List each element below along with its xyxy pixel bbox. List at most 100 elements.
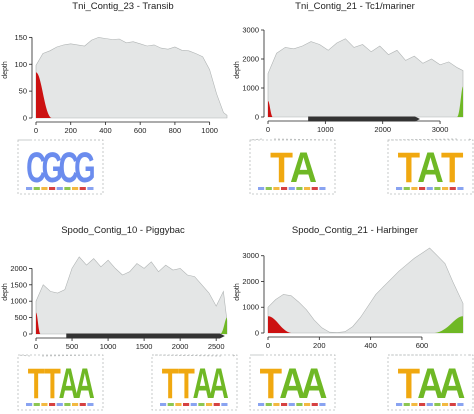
- x-tick-label: 1000: [201, 126, 218, 135]
- logo-minor-residues: [41, 403, 48, 406]
- logo-minor-residues: [167, 403, 174, 406]
- terminus-end-highlight: [220, 317, 227, 334]
- logo-frame: [249, 139, 336, 195]
- logo-minor-residues: [258, 187, 265, 190]
- zoom-guide-line: [387, 138, 458, 141]
- logo-minor-residues: [304, 403, 311, 406]
- logo-minor-residues: [434, 403, 441, 406]
- depth-area: [35, 37, 228, 119]
- logo-minor-residues: [56, 187, 63, 190]
- logo-letter: G: [74, 144, 95, 191]
- depth-area: [267, 38, 464, 118]
- y-axis-label: depth: [2, 61, 9, 79]
- y-tick-label: 1000: [242, 84, 259, 93]
- logo-frame: [17, 139, 104, 195]
- logo-minor-residues: [403, 403, 410, 406]
- logo-minor-residues: [183, 403, 190, 406]
- logo-minor-residues: [26, 187, 33, 190]
- logo-letter: A: [75, 360, 95, 407]
- logo-minor-residues: [403, 187, 410, 190]
- logo-minor-residues: [457, 403, 464, 406]
- panel-piggybac: Spodo_Contig_10 - Piggybac depth 0 500 100…: [2, 225, 238, 411]
- x-tick-label: 400: [364, 341, 377, 350]
- logo-minor-residues: [311, 403, 318, 406]
- depth-area: [35, 256, 228, 335]
- y-tick-label: 100: [14, 60, 27, 69]
- logo-frame: [17, 354, 104, 411]
- panel-title: Spodo_Contig_10 - Piggybac: [61, 225, 185, 236]
- orf-arrow-bar: [66, 333, 225, 339]
- logo-minor-residues: [411, 187, 418, 190]
- logo-minor-residues: [396, 187, 403, 190]
- x-tick-label: 1000: [317, 125, 334, 134]
- y-tick-label: 1000: [242, 303, 259, 312]
- logo-minor-residues: [288, 403, 295, 406]
- logo-minor-residues: [190, 403, 197, 406]
- logo-minor-residues: [273, 187, 280, 190]
- logo-letter: A: [417, 145, 444, 192]
- y-tick-label: 50: [19, 87, 27, 96]
- logo-letter: T: [398, 145, 420, 192]
- logo-letter: A: [439, 361, 466, 408]
- x-tick-label: 200: [64, 126, 77, 135]
- logo-letter: A: [290, 145, 317, 192]
- logo-letter: A: [59, 360, 79, 407]
- logo-minor-residues: [319, 403, 326, 406]
- y-axis-label: depth: [234, 283, 241, 301]
- logo-minor-residues: [221, 403, 228, 406]
- terminus-start-highlight: [36, 312, 41, 334]
- x-tick-label: 3000: [432, 125, 449, 134]
- logo-letter: T: [398, 361, 420, 408]
- logo-minor-residues: [79, 187, 86, 190]
- logo-minor-residues: [304, 187, 311, 190]
- panel-tc1-mariner: Tni_Contig_21 - Tc1/mariner depth 0 1000 2…: [234, 1, 474, 195]
- logo-minor-residues: [442, 403, 449, 406]
- x-tick-label: 0: [34, 126, 38, 135]
- logo-minor-residues: [273, 403, 280, 406]
- logo-minor-residues: [311, 187, 318, 190]
- logo-minor-residues: [72, 403, 79, 406]
- logo-minor-residues: [288, 187, 295, 190]
- logo-letter: A: [209, 360, 229, 407]
- logo-minor-residues: [213, 403, 220, 406]
- logo-letter: T: [260, 361, 282, 408]
- orf-arrow-bar: [308, 116, 420, 122]
- y-tick-label: 1000: [10, 297, 27, 306]
- logo-minor-residues: [296, 403, 303, 406]
- logo-letter: T: [44, 360, 61, 407]
- terminus-start-highlight: [36, 72, 52, 118]
- terminus-end-highlight: [434, 316, 463, 333]
- logo-minor-residues: [49, 403, 56, 406]
- panel-harbinger: Spodo_Contig_21 - Harbinger depth 0 1000 2…: [234, 225, 474, 411]
- depth-area: [267, 247, 464, 334]
- x-tick-label: 1500: [136, 342, 153, 351]
- logo-minor-residues: [419, 403, 426, 406]
- logo-minor-residues: [49, 187, 56, 190]
- logo-minor-residues: [449, 403, 456, 406]
- logo-letter: A: [417, 361, 444, 408]
- x-tick-label: 600: [416, 341, 429, 350]
- logo-minor-residues: [426, 187, 433, 190]
- panel-title: Tni_Contig_21 - Tc1/mariner: [295, 1, 415, 12]
- terminus-start-highlight: [268, 316, 292, 333]
- panel-title: Spodo_Contig_21 - Harbinger: [292, 225, 418, 236]
- logo-frame: [151, 354, 238, 411]
- y-tick-label: 1500: [10, 280, 27, 289]
- logo-minor-residues: [296, 187, 303, 190]
- logo-minor-residues: [265, 187, 272, 190]
- logo-minor-residues: [442, 187, 449, 190]
- logo-minor-residues: [64, 187, 71, 190]
- x-tick-label: 0: [266, 125, 270, 134]
- logo-frame: [387, 354, 474, 411]
- logo-letter: T: [270, 145, 293, 192]
- logo-minor-residues: [449, 187, 456, 190]
- y-tick-label: 0: [23, 114, 27, 123]
- panel-title: Tni_Contig_23 - Transib: [72, 1, 173, 12]
- logo-minor-residues: [26, 403, 33, 406]
- y-axis-label: depth: [234, 61, 241, 79]
- logo-minor-residues: [160, 403, 167, 406]
- logo-minor-residues: [87, 403, 94, 406]
- logo-minor-residues: [457, 187, 464, 190]
- y-tick-label: 2000: [10, 264, 27, 273]
- logo-minor-residues: [175, 403, 182, 406]
